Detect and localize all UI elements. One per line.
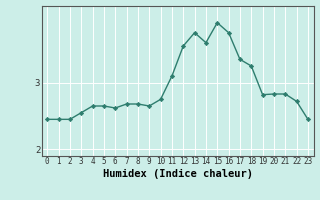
X-axis label: Humidex (Indice chaleur): Humidex (Indice chaleur) [103, 169, 252, 179]
